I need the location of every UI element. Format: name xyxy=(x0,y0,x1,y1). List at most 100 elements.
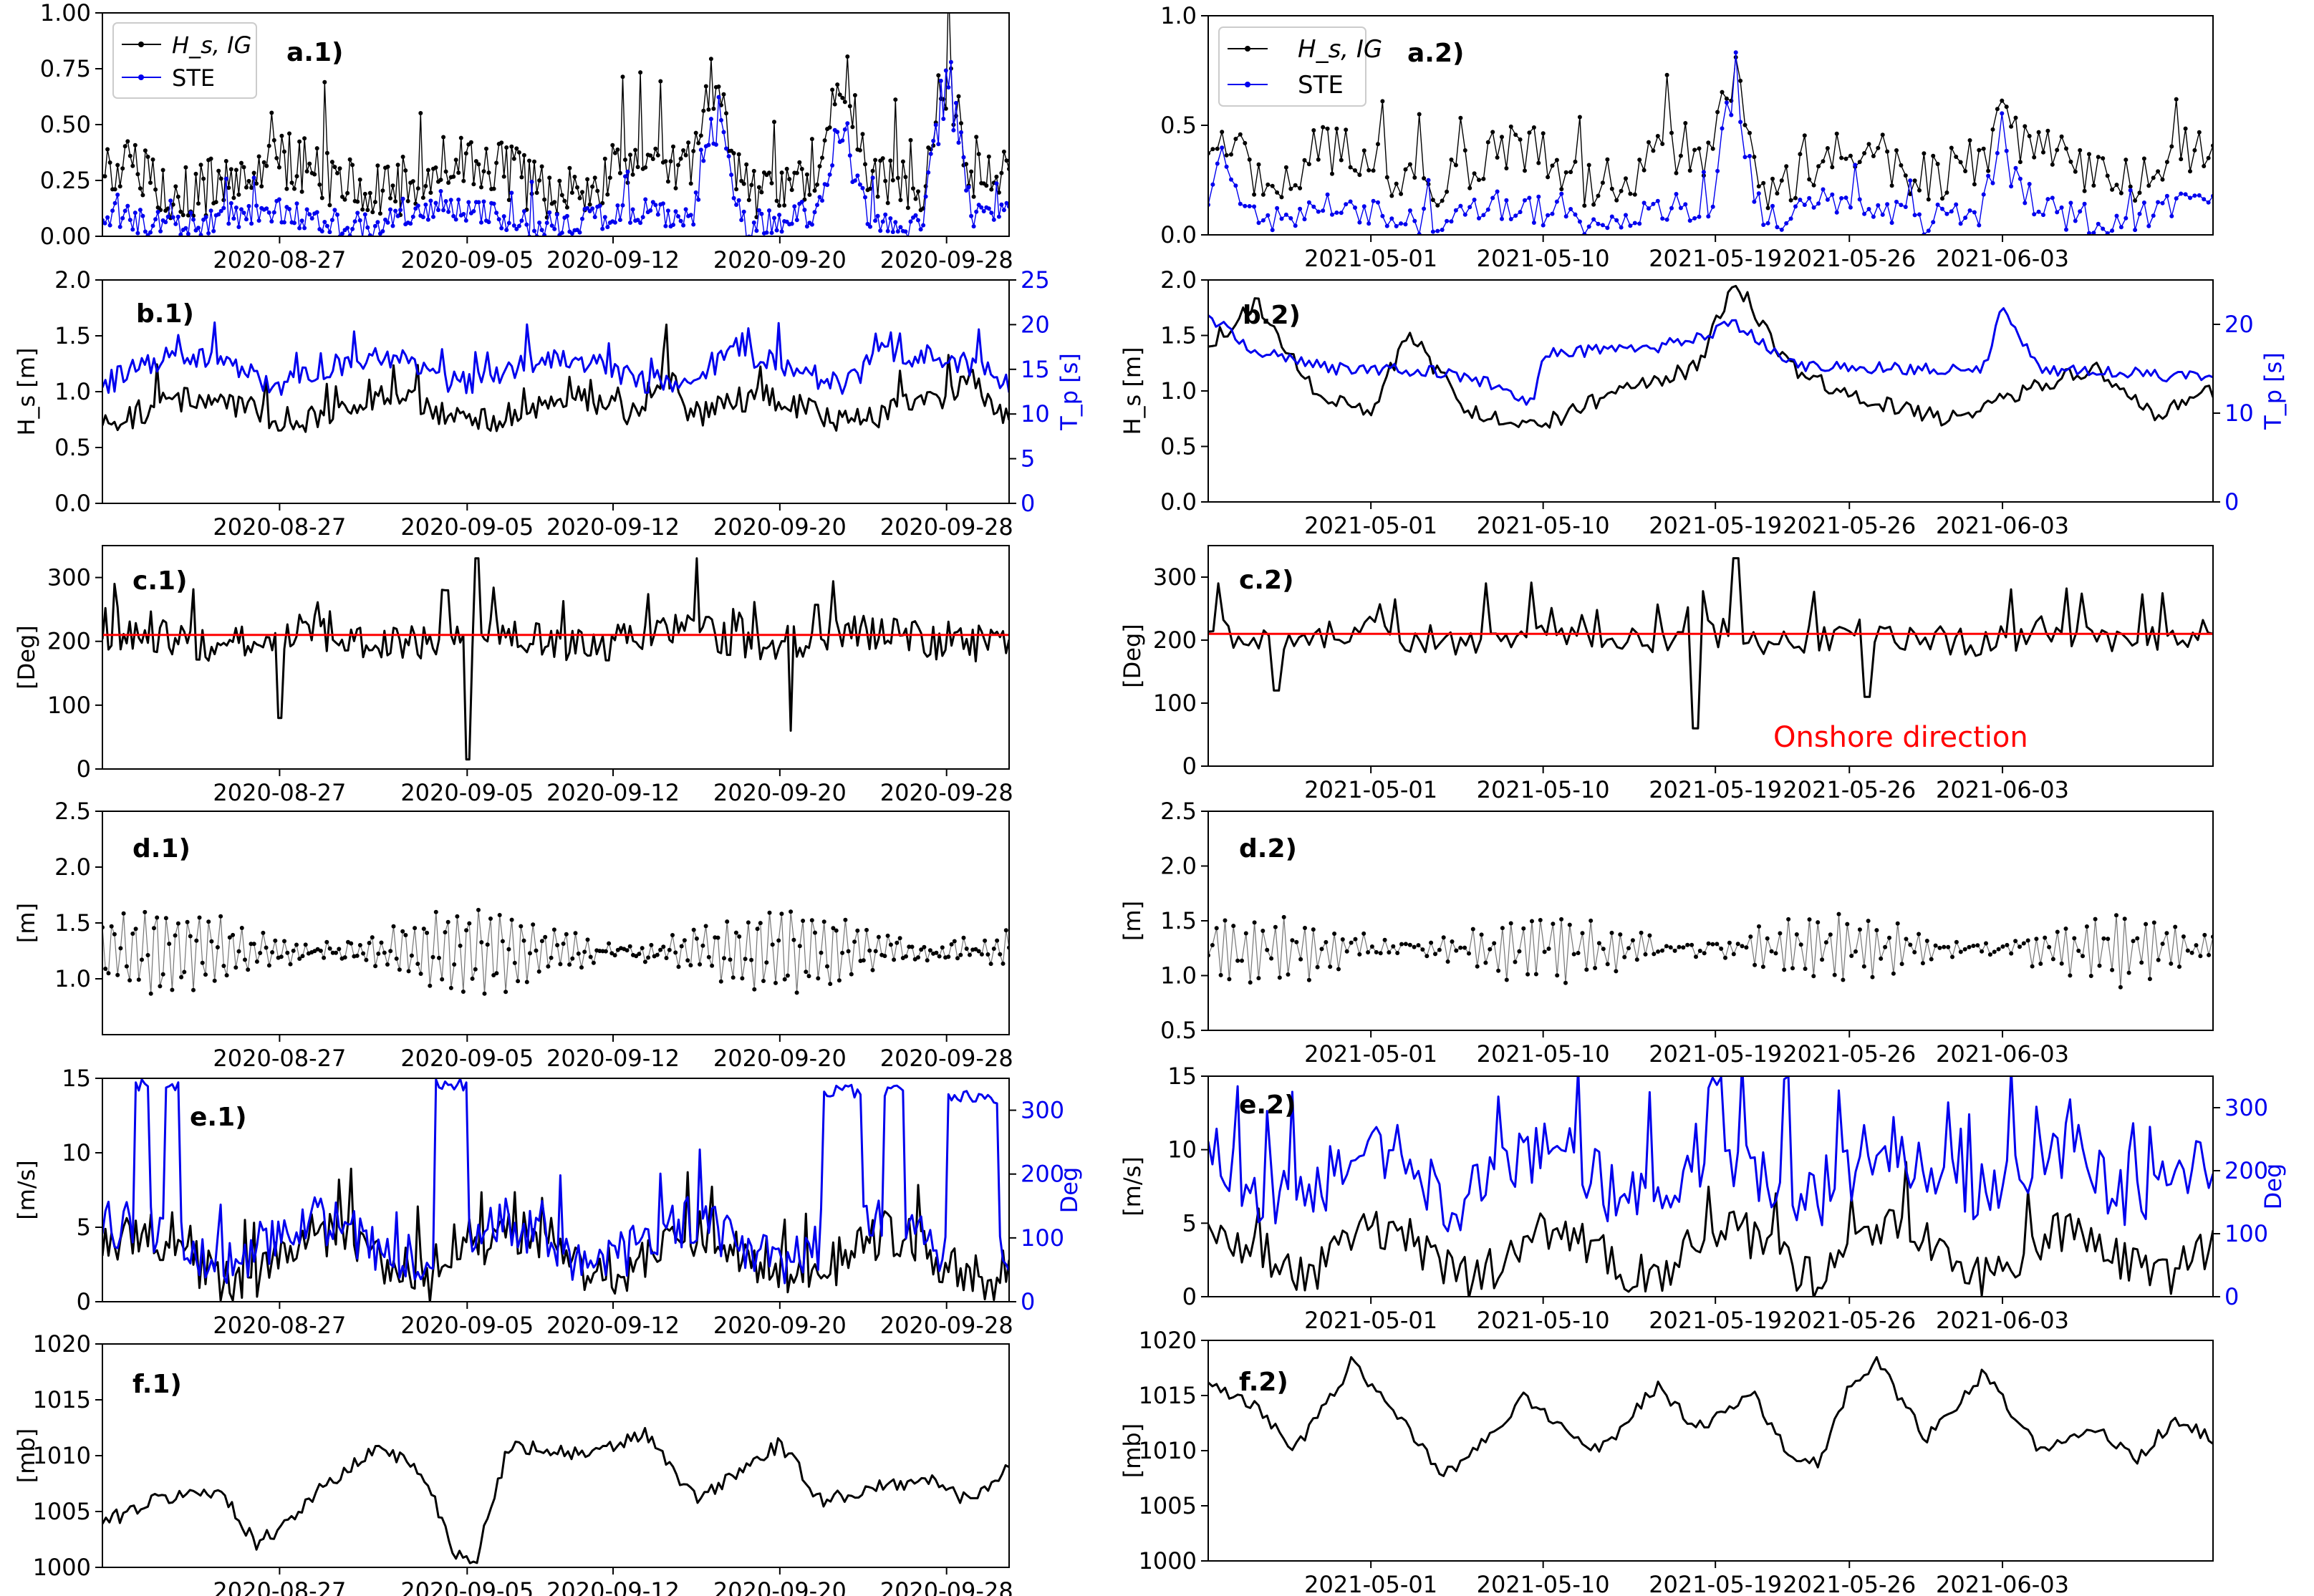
x-tick-label: 2021-06-03 xyxy=(1936,1307,2069,1334)
data-point xyxy=(1687,218,1692,223)
data-point xyxy=(934,950,939,955)
data-point xyxy=(904,954,908,959)
data-point xyxy=(415,203,420,208)
data-point xyxy=(573,931,578,936)
data-point xyxy=(1874,928,1879,933)
data-point xyxy=(357,177,362,182)
data-point xyxy=(661,944,666,949)
data-point xyxy=(1600,180,1605,185)
data-point xyxy=(221,198,226,203)
data-point xyxy=(1559,191,1564,196)
data-point xyxy=(2131,939,2136,944)
data-point xyxy=(1538,918,1543,922)
data-point xyxy=(1862,211,1867,216)
data-point xyxy=(922,944,927,949)
data-point xyxy=(580,216,584,221)
data-point xyxy=(673,185,678,190)
series-line-h-s xyxy=(1208,284,2213,429)
data-point xyxy=(1885,202,1890,207)
x-tick-label: 2021-05-26 xyxy=(1783,1040,1916,1068)
data-point xyxy=(731,151,736,155)
data-point xyxy=(1533,972,1538,977)
data-point xyxy=(327,230,332,235)
data-point xyxy=(501,214,506,219)
data-point xyxy=(2101,226,2106,231)
data-point xyxy=(628,153,632,158)
data-point xyxy=(1681,945,1686,950)
data-point xyxy=(1845,922,1850,927)
y-tick-label: 0.25 xyxy=(40,167,91,194)
data-point xyxy=(779,170,784,175)
data-point xyxy=(1871,214,1876,219)
data-point xyxy=(1513,132,1518,137)
data-point xyxy=(986,154,991,159)
series-line-h-s-ig xyxy=(1208,57,2213,209)
data-point xyxy=(393,199,398,204)
data-point xyxy=(971,194,976,199)
data-point xyxy=(163,220,168,225)
data-point xyxy=(2068,200,2073,205)
data-point xyxy=(2185,948,2190,953)
data-point xyxy=(726,154,731,159)
data-point xyxy=(1861,964,1866,969)
legend-marker-ste xyxy=(1245,82,1250,87)
data-point xyxy=(2023,200,2028,205)
data-point xyxy=(547,210,552,215)
data-point xyxy=(209,939,214,944)
data-point xyxy=(1830,192,1835,197)
data-point xyxy=(1605,157,1610,162)
data-point xyxy=(1839,195,1844,200)
data-point xyxy=(681,148,686,153)
data-point xyxy=(2156,200,2161,205)
data-point xyxy=(191,217,196,222)
data-point xyxy=(1395,951,1400,955)
data-point xyxy=(2036,130,2041,135)
data-point xyxy=(178,209,183,214)
data-point xyxy=(1302,158,1307,163)
data-point xyxy=(794,990,799,995)
x-tick-label: 2021-06-03 xyxy=(1936,1571,2069,1596)
data-point xyxy=(425,168,430,173)
data-point xyxy=(391,924,396,929)
data-point xyxy=(349,941,354,946)
data-point xyxy=(203,972,208,977)
data-point xyxy=(1382,937,1387,942)
data-point xyxy=(686,140,691,145)
data-point xyxy=(1926,228,1931,233)
data-point xyxy=(671,223,675,227)
data-point xyxy=(443,199,448,203)
data-point xyxy=(476,200,481,205)
data-point xyxy=(1975,943,1980,948)
data-point xyxy=(776,938,781,943)
data-point xyxy=(1344,127,1349,132)
data-point xyxy=(1306,200,1311,205)
data-point xyxy=(394,956,399,961)
data-point xyxy=(409,953,414,958)
data-point xyxy=(911,186,915,191)
data-point xyxy=(1685,942,1690,947)
y2-tick-label: 20 xyxy=(2224,311,2254,338)
y-tick-label: 15 xyxy=(1167,1063,1197,1090)
data-point xyxy=(1286,972,1291,977)
data-point xyxy=(2082,188,2087,193)
data-point xyxy=(539,939,544,944)
data-point xyxy=(1563,170,1568,175)
data-point xyxy=(1609,214,1614,219)
data-point xyxy=(2123,216,2129,221)
y-tick-label: 300 xyxy=(1153,564,1197,591)
data-point xyxy=(1692,147,1697,153)
data-point xyxy=(999,170,1004,175)
data-point xyxy=(511,223,516,228)
data-point xyxy=(1422,176,1427,180)
data-point xyxy=(1523,198,1527,203)
data-point xyxy=(940,945,945,950)
data-point xyxy=(650,157,655,161)
data-point xyxy=(870,168,875,173)
y-tick-label: 0.75 xyxy=(40,55,91,82)
data-point xyxy=(1440,228,1445,232)
data-point xyxy=(121,911,126,916)
data-point xyxy=(168,198,173,203)
data-point xyxy=(1931,220,1936,225)
data-point xyxy=(2091,183,2096,188)
